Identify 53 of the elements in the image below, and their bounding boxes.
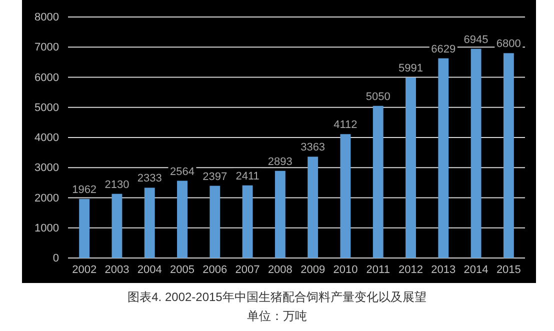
data-label: 2333 xyxy=(137,172,162,185)
y-tick-label: 0 xyxy=(52,252,59,265)
bar xyxy=(242,185,253,258)
text: 单位：万吨 xyxy=(247,309,307,323)
bar xyxy=(340,134,351,258)
data-label: 6945 xyxy=(464,34,488,46)
data-label: 6800 xyxy=(496,38,521,50)
data-label: 3363 xyxy=(300,142,326,154)
x-tick-label: 2007 xyxy=(235,264,260,276)
x-tick-label: 2009 xyxy=(300,264,326,276)
bar xyxy=(79,198,90,258)
bar xyxy=(144,188,155,258)
data-label: 5991 xyxy=(398,62,423,75)
x-tick-label: 2015 xyxy=(496,264,521,276)
x-tick-label: 2010 xyxy=(333,264,358,276)
y-tick-label: 5000 xyxy=(34,102,59,114)
bar xyxy=(438,58,449,258)
bar xyxy=(308,156,318,258)
bar xyxy=(406,78,416,258)
data-label: 4112 xyxy=(334,119,358,132)
y-tick-label: 4000 xyxy=(34,132,59,144)
y-tick-label: 7000 xyxy=(34,42,59,54)
bar xyxy=(503,53,514,258)
data-label: 1962 xyxy=(72,184,97,196)
y-tick-label: 8000 xyxy=(34,12,59,24)
x-tick-label: 2004 xyxy=(137,264,162,276)
data-label: 5050 xyxy=(366,90,390,103)
data-label: 2411 xyxy=(236,170,260,182)
x-tick-label: 2008 xyxy=(268,264,292,276)
data-label: 6629 xyxy=(431,43,456,56)
x-tick-label: 2013 xyxy=(431,264,456,276)
x-tick-label: 2006 xyxy=(202,264,228,276)
x-tick-label: 2002 xyxy=(72,264,97,276)
data-label: 2564 xyxy=(170,166,194,178)
x-tick-label: 2014 xyxy=(464,264,488,276)
bar xyxy=(470,48,482,258)
x-tick-label: 2011 xyxy=(366,264,390,276)
text: 图表4. 2002-2015年中国生猪配合饲料产量变化以及展望 xyxy=(128,290,426,304)
x-tick-label: 2005 xyxy=(170,264,194,276)
bar xyxy=(210,186,220,258)
bar xyxy=(177,180,188,258)
y-tick-label: 6000 xyxy=(34,72,59,84)
data-label: 2130 xyxy=(104,178,130,191)
x-tick-label: 2012 xyxy=(398,264,423,276)
data-label: 2397 xyxy=(202,170,228,183)
y-tick-label: 2000 xyxy=(34,192,59,204)
bar xyxy=(274,170,286,258)
bar xyxy=(372,106,384,258)
data-label: 2893 xyxy=(268,156,292,168)
x-tick-label: 2003 xyxy=(104,264,130,276)
y-tick-label: 1000 xyxy=(34,222,59,234)
bar xyxy=(112,194,122,258)
y-tick-label: 3000 xyxy=(34,162,59,174)
